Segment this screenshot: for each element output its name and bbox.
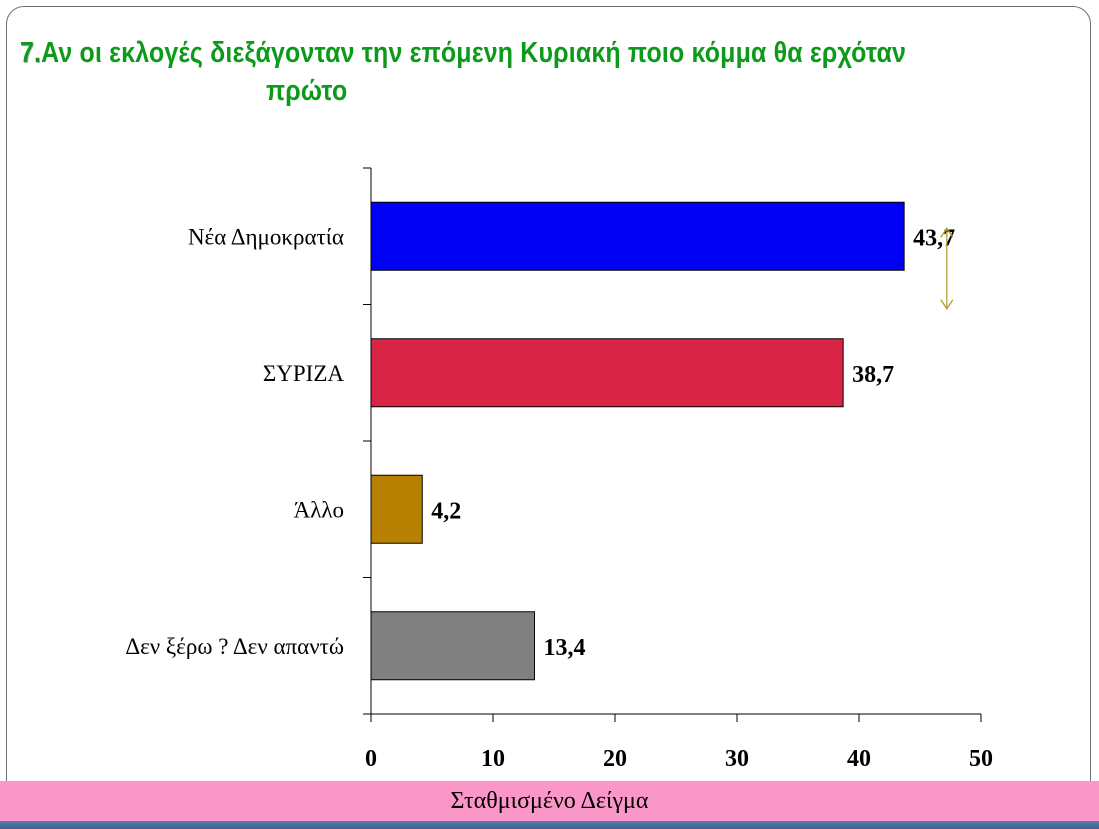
category-label: Δεν ξέρω ? Δεν απαντώ bbox=[125, 634, 344, 659]
x-tick-label: 40 bbox=[847, 746, 871, 772]
footer-label: Σταθμισμένο Δείγμα bbox=[450, 788, 649, 814]
x-tick-label: 10 bbox=[481, 746, 505, 772]
x-tick-label: 50 bbox=[969, 746, 993, 772]
title-line-1: 7.Αν οι εκλογές διεξάγονταν την επόμενη … bbox=[20, 34, 940, 72]
difference-arrow-head-bottom bbox=[940, 299, 954, 310]
footer-bar: Σταθμισμένο Δείγμα bbox=[0, 781, 1099, 821]
slide-title: 7.Αν οι εκλογές διεξάγονταν την επόμενη … bbox=[20, 34, 940, 110]
bar bbox=[370, 474, 423, 544]
category-label: ΣΥΡΙΖΑ bbox=[263, 361, 344, 386]
x-tick-label: 0 bbox=[365, 746, 377, 772]
category-label: Άλλο bbox=[294, 497, 344, 522]
data-label: 43,7 bbox=[913, 225, 955, 251]
data-label: 13,4 bbox=[543, 635, 585, 661]
title-line-2: πρώτο bbox=[265, 75, 348, 107]
data-label: 4,2 bbox=[431, 498, 461, 524]
x-tick-label: 30 bbox=[725, 746, 749, 772]
title-text-1: Αν οι εκλογές διεξάγονταν την επόμενη Κυ… bbox=[41, 37, 907, 69]
bottom-strip bbox=[0, 821, 1099, 829]
chart-layer: Νέα Δημοκρατία 43,7 ΣΥΡΙΖΑ 38,7 Άλλο 4,2 Δεν ξ… bbox=[125, 167, 993, 772]
data-label: 38,7 bbox=[852, 362, 894, 388]
bar bbox=[370, 338, 844, 408]
category-label: Νέα Δημοκρατία bbox=[188, 224, 344, 249]
bar bbox=[370, 201, 905, 271]
bar bbox=[370, 611, 535, 681]
title-number: 7. bbox=[20, 37, 42, 69]
difference-arrow-head-top bbox=[940, 227, 954, 238]
x-tick-label: 20 bbox=[603, 746, 627, 772]
